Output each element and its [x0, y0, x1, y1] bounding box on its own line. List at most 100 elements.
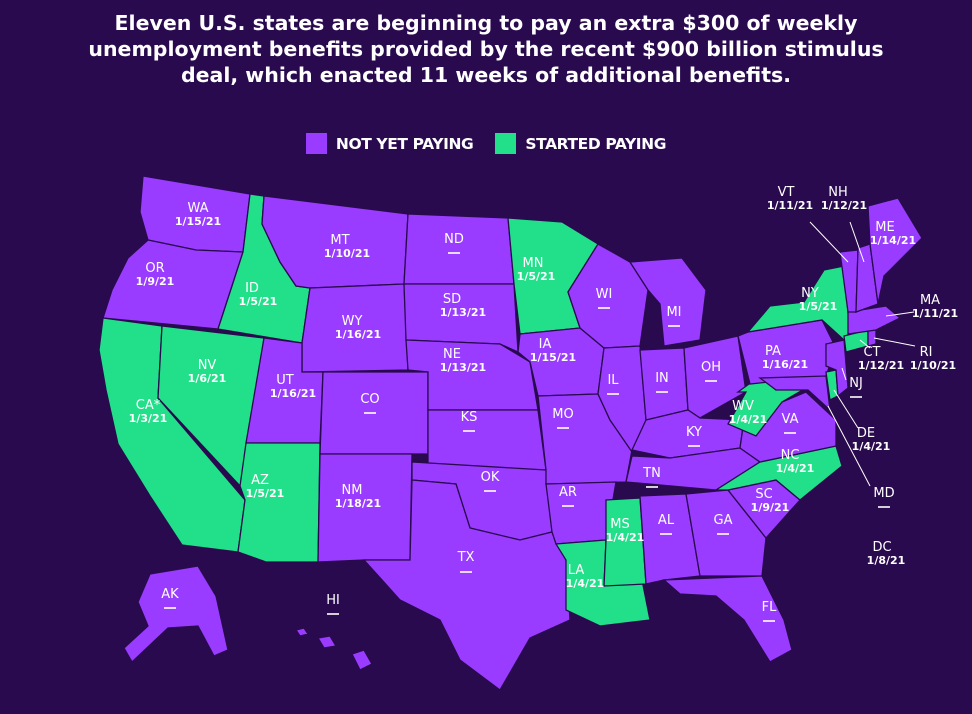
- state-abbr-wa: WA: [187, 201, 208, 216]
- state-abbr-ms: MS: [610, 517, 629, 532]
- state-abbr-mi: MI: [666, 305, 681, 320]
- state-date-wa: 1/15/21: [175, 215, 221, 228]
- state-date-mt: 1/10/21: [324, 247, 370, 260]
- headline: Eleven U.S. states are beginning to pay …: [0, 10, 972, 88]
- state-date-me: 1/14/21: [870, 234, 916, 247]
- state-abbr-vt: VT: [778, 185, 795, 200]
- state-abbr-ne: NE: [443, 347, 461, 362]
- state-abbr-sd: SD: [443, 292, 461, 307]
- state-abbr-ny: NY: [801, 286, 819, 301]
- state-abbr-md: MD: [873, 486, 894, 501]
- state-abbr-oh: OH: [701, 360, 721, 375]
- state-oh: [683, 335, 747, 419]
- state-abbr-nm: NM: [342, 483, 363, 498]
- legend-label-not-paying: NOT YET PAYING: [335, 134, 474, 153]
- state-date-ny: 1/5/21: [799, 300, 838, 313]
- state-date-or: 1/9/21: [136, 275, 175, 288]
- state-abbr-wv: WV: [732, 399, 754, 414]
- state-date-la: 1/4/21: [566, 577, 605, 590]
- state-abbr-fl: FL: [762, 600, 777, 615]
- state-labels: WA 1/15/21 OR 1/9/21 CA* 1/3/21 NV 1/6/2…: [129, 185, 958, 622]
- state-abbr-de: DE: [857, 426, 875, 441]
- state-date-ia: 1/15/21: [530, 351, 576, 364]
- state-date-nh: 1/12/21: [821, 199, 867, 212]
- state-abbr-ct: CT: [863, 345, 880, 360]
- state-abbr-il: IL: [607, 373, 619, 388]
- state-abbr-va: VA: [782, 412, 799, 427]
- leader-de: [833, 389, 859, 429]
- state-abbr-id: ID: [245, 281, 259, 296]
- state-date-dc: 1/8/21: [867, 554, 906, 567]
- headline-line-2: unemployment benefits provided by the re…: [88, 37, 884, 61]
- state-abbr-ma: MA: [920, 293, 940, 308]
- state-il: [597, 345, 647, 454]
- state-fl: [662, 575, 793, 663]
- state-abbr-ar: AR: [559, 485, 577, 500]
- state-date-sc: 1/9/21: [751, 501, 790, 514]
- state-az: [237, 442, 321, 563]
- state-date-nm: 1/18/21: [335, 497, 381, 510]
- state-abbr-ak: AK: [161, 587, 179, 602]
- legend: NOT YET PAYING STARTED PAYING: [0, 133, 972, 154]
- leader-ma: [885, 311, 915, 317]
- state-abbr-ca: CA*: [136, 398, 161, 413]
- leader-vt: [809, 221, 849, 263]
- leader-ct: [859, 339, 871, 349]
- leader-ri: [873, 337, 916, 347]
- state-abbr-ia: IA: [539, 337, 552, 352]
- state-abbr-mt: MT: [330, 233, 349, 248]
- legend-item-not-paying: NOT YET PAYING: [305, 133, 474, 154]
- state-abbr-in: IN: [655, 371, 669, 386]
- state-wi: [567, 243, 649, 349]
- state-date-nc: 1/4/21: [776, 462, 815, 475]
- state-abbr-nj: NJ: [849, 376, 863, 391]
- headline-line-3: deal, which enacted 11 weeks of addition…: [180, 63, 792, 87]
- state-abbr-wy: WY: [342, 314, 363, 329]
- state-abbr-ok: OK: [481, 470, 500, 485]
- state-abbr-sc: SC: [755, 487, 772, 502]
- state-abbr-nv: NV: [198, 358, 217, 373]
- state-date-wy: 1/16/21: [335, 328, 381, 341]
- state-date-az: 1/5/21: [246, 487, 285, 500]
- state-abbr-ky: KY: [686, 425, 702, 440]
- state-abbr-ks: KS: [461, 410, 478, 425]
- state-tx: [362, 479, 571, 691]
- state-date-id: 1/5/21: [239, 295, 278, 308]
- state-abbr-hi: HI: [326, 593, 340, 608]
- state-abbr-ri: RI: [920, 345, 933, 360]
- state-date-sd: 1/13/21: [440, 306, 486, 319]
- state-date-ms: 1/4/21: [606, 531, 645, 544]
- state-mi: [628, 257, 707, 347]
- state-abbr-pa: PA: [765, 344, 781, 359]
- state-date-nv: 1/6/21: [188, 372, 227, 385]
- state-abbr-tn: TN: [642, 466, 661, 481]
- legend-swatch-paying: [495, 133, 517, 154]
- state-abbr-la: LA: [568, 563, 585, 578]
- state-abbr-al: AL: [658, 513, 675, 528]
- leader-nh: [849, 221, 865, 263]
- state-hi: [294, 627, 373, 671]
- state-abbr-ut: UT: [276, 373, 294, 388]
- state-ga: [685, 489, 767, 577]
- state-date-wv: 1/4/21: [729, 413, 768, 426]
- state-abbr-nc: NC: [781, 448, 800, 463]
- state-abbr-az: AZ: [251, 473, 269, 488]
- state-sd: [403, 283, 519, 354]
- state-abbr-me: ME: [875, 220, 894, 235]
- state-abbr-nh: NH: [828, 185, 848, 200]
- state-abbr-co: CO: [360, 392, 379, 407]
- state-date-ct: 1/12/21: [858, 359, 904, 372]
- state-abbr-dc: DC: [872, 540, 891, 555]
- state-me: [867, 197, 923, 305]
- state-nd: [403, 213, 515, 285]
- state-date-ma: 1/11/21: [912, 307, 958, 320]
- state-ms: [603, 497, 647, 587]
- legend-swatch-not-paying: [305, 133, 327, 154]
- state-ks: [427, 409, 547, 471]
- callout-lines: [809, 221, 916, 487]
- state-ak: [123, 565, 229, 664]
- state-date-pa: 1/16/21: [762, 358, 808, 371]
- state-date-de: 1/4/21: [852, 440, 891, 453]
- state-date-ca: 1/3/21: [129, 412, 168, 425]
